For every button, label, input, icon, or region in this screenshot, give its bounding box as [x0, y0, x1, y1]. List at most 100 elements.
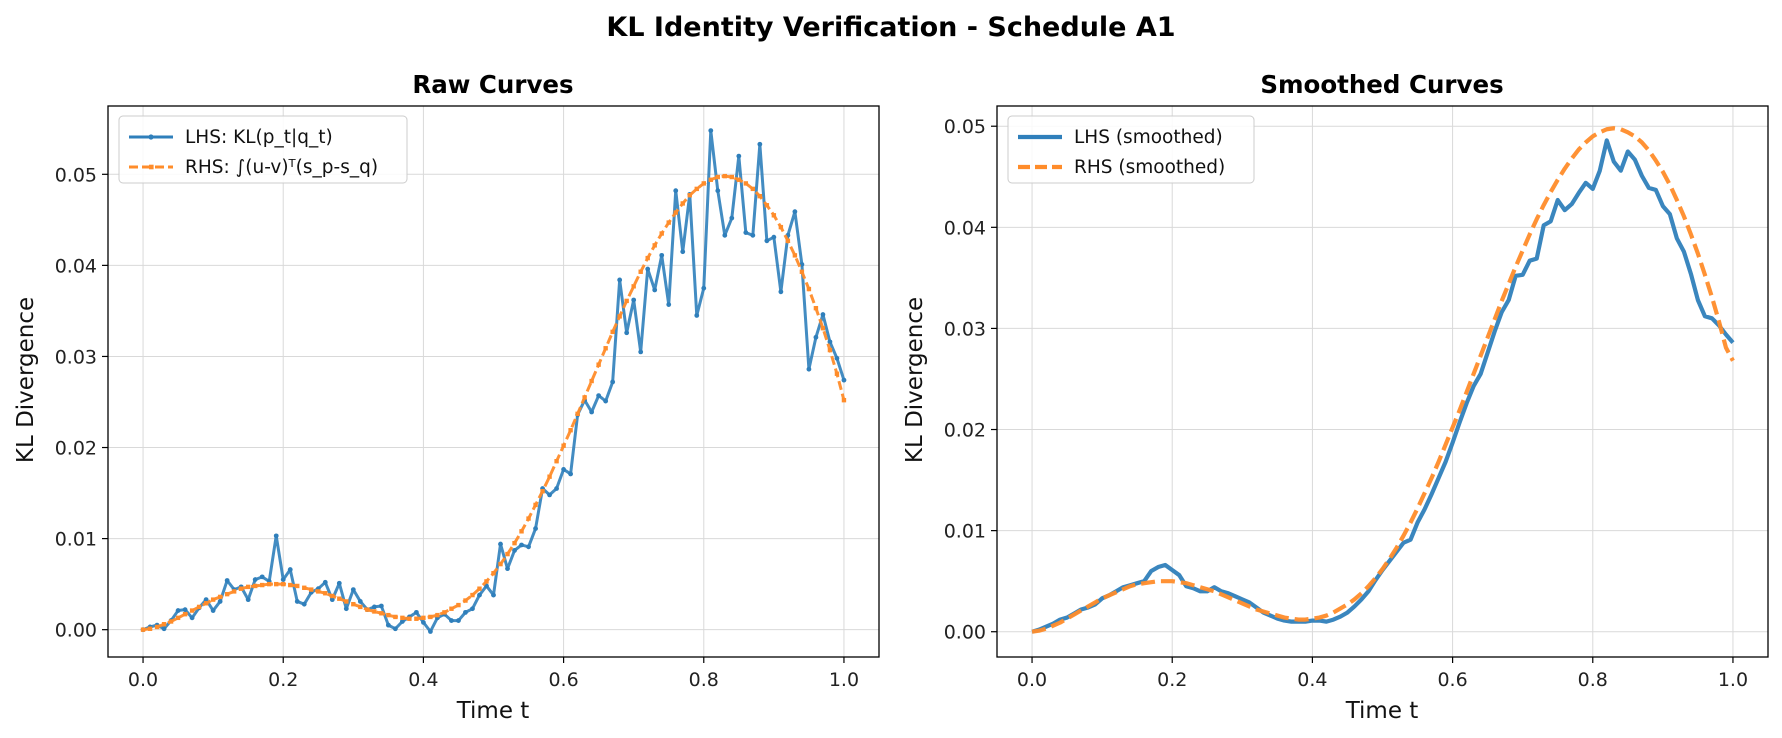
- raw-rhs-point: [722, 173, 727, 179]
- figure-title: KL Identity Verification - Schedule A1: [606, 12, 1175, 43]
- raw-rhs-point: [442, 610, 447, 615]
- raw-lhs-point: [161, 626, 167, 632]
- raw-rhs-point: [154, 624, 160, 630]
- raw-rhs-point: [715, 174, 720, 180]
- raw-rhs-point: [778, 224, 784, 230]
- raw-lhs-point: [350, 587, 356, 593]
- raw-curves-xlabel: Time t: [456, 698, 530, 724]
- raw-lhs-point: [182, 607, 188, 613]
- raw-legend-marker: [149, 164, 154, 170]
- raw-rhs-point: [806, 286, 812, 292]
- raw-rhs-point: [330, 593, 335, 599]
- raw-ytick-label: 0.03: [55, 346, 97, 368]
- raw-plot-frame: [107, 105, 880, 658]
- raw-lhs-point: [287, 567, 293, 572]
- raw-rhs-point: [196, 604, 202, 610]
- smoothed-legend-label-lhs: LHS (smoothed): [1074, 127, 1223, 148]
- raw-rhs-point: [260, 582, 265, 588]
- raw-rhs-point: [624, 298, 629, 304]
- raw-lhs-point: [477, 592, 482, 598]
- smoothed-ytick-label: 0.04: [944, 217, 986, 239]
- raw-lhs-point: [273, 533, 279, 539]
- raw-rhs-point: [505, 551, 510, 557]
- raw-rhs-point: [344, 599, 349, 604]
- raw-lhs-point: [329, 597, 335, 603]
- raw-lhs-point: [631, 297, 637, 303]
- raw-lhs-point: [301, 601, 307, 607]
- raw-rhs-point: [203, 601, 209, 606]
- raw-rhs-point: [764, 203, 770, 208]
- raw-rhs-point: [785, 238, 791, 243]
- raw-lhs-point: [392, 626, 398, 632]
- raw-rhs-point: [533, 502, 538, 508]
- raw-lhs-point: [203, 597, 209, 603]
- raw-rhs-point: [147, 626, 153, 631]
- raw-lhs-point: [189, 615, 195, 621]
- raw-lhs-point: [449, 618, 454, 623]
- raw-rhs-point: [841, 397, 847, 403]
- raw-lhs-point: [561, 466, 566, 472]
- smoothed-curves-title: Smoothed Curves: [1260, 70, 1503, 99]
- raw-rhs-point: [498, 561, 503, 567]
- raw-lhs-point: [252, 577, 258, 582]
- raw-lhs-point: [294, 599, 300, 604]
- raw-lhs-point: [806, 366, 812, 372]
- raw-lhs-point: [399, 619, 405, 624]
- smoothed-ytick-label: 0.02: [944, 420, 986, 442]
- raw-rhs-point: [386, 612, 391, 618]
- raw-ytick-label: 0.00: [55, 620, 97, 642]
- smoothed-curves-xlabel: Time t: [1345, 698, 1419, 724]
- raw-xtick-label: 0.6: [548, 669, 578, 691]
- raw-rhs-point: [491, 571, 496, 576]
- smoothed-plot-frame: [996, 105, 1769, 658]
- smoothed-legend-label-rhs: RHS (smoothed): [1074, 157, 1225, 178]
- raw-rhs-point: [393, 614, 398, 620]
- smoothed-curves-panel: Smoothed Curves Time t KL Divergence 0.0…: [902, 70, 1769, 724]
- raw-lhs-point: [357, 599, 363, 604]
- raw-rhs-point: [743, 181, 749, 186]
- raw-rhs-point: [140, 627, 146, 632]
- raw-rhs-point: [771, 213, 777, 218]
- raw-lhs-point: [428, 629, 433, 634]
- raw-lhs-point: [456, 618, 461, 623]
- raw-rhs-point: [554, 458, 559, 464]
- raw-lhs-point: [617, 277, 623, 283]
- raw-lhs-point: [757, 141, 763, 147]
- raw-rhs-point: [477, 586, 482, 591]
- raw-rhs-point: [827, 347, 833, 353]
- raw-series-lhs-line: [142, 129, 846, 633]
- raw-lhs-point: [224, 578, 230, 583]
- raw-rhs-point: [750, 186, 756, 192]
- raw-rhs-point: [358, 604, 363, 610]
- raw-rhs-point: [168, 619, 174, 624]
- raw-lhs-point: [638, 349, 644, 355]
- raw-lhs-point: [554, 486, 559, 491]
- raw-rhs-point: [414, 616, 419, 621]
- raw-rhs-point: [238, 586, 244, 591]
- raw-legend-label-rhs: RHS: ∫(u-v)ᵀ(s_p-s_q): [185, 157, 378, 178]
- raw-lhs-point: [673, 188, 679, 194]
- raw-rhs-point: [182, 611, 188, 617]
- raw-lhs-point: [421, 619, 426, 625]
- raw-rhs-point: [428, 614, 433, 620]
- raw-rhs-point: [596, 362, 601, 367]
- smoothed-xtick-label: 0.2: [1157, 669, 1187, 691]
- raw-rhs-point: [547, 474, 552, 479]
- raw-rhs-point: [470, 592, 475, 598]
- raw-curves-panel: Raw Curves Time t KL Divergence 0.0 0.2 0.…: [13, 70, 880, 724]
- raw-rhs-point: [540, 489, 545, 494]
- raw-xtick-label: 1.0: [829, 669, 859, 691]
- smoothed-ytick-label: 0.01: [944, 521, 986, 543]
- raw-rhs-point: [456, 602, 461, 608]
- raw-lhs-point: [715, 188, 721, 194]
- raw-lhs-point: [645, 266, 651, 272]
- raw-rhs-point: [729, 174, 735, 180]
- raw-lhs-point: [771, 234, 777, 240]
- raw-rhs-point: [407, 616, 412, 621]
- raw-lhs-point: [463, 609, 468, 615]
- raw-curves-ylabel: KL Divergence: [13, 297, 39, 463]
- raw-rhs-point: [400, 615, 405, 621]
- raw-lhs-point: [547, 492, 552, 498]
- raw-lhs-point: [343, 606, 349, 612]
- raw-lhs-point: [827, 339, 833, 345]
